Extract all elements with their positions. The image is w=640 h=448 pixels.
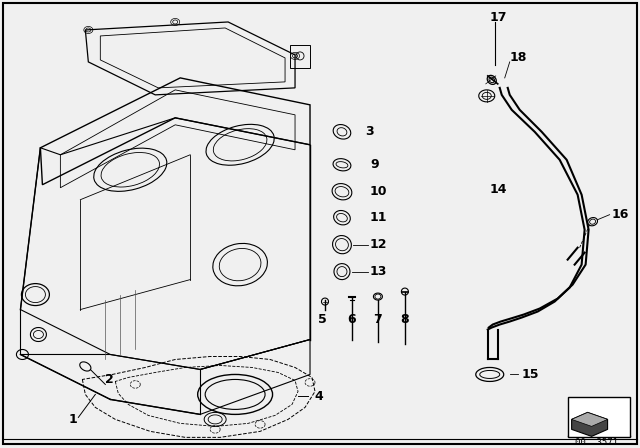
Text: 9: 9 <box>370 158 378 171</box>
Text: 8: 8 <box>401 313 409 326</box>
Text: 12: 12 <box>370 238 387 251</box>
Text: 1: 1 <box>68 413 77 426</box>
Text: 7: 7 <box>374 313 382 326</box>
Text: 15: 15 <box>522 368 540 381</box>
Text: 17: 17 <box>490 12 508 25</box>
Polygon shape <box>572 413 607 426</box>
Text: 6: 6 <box>348 313 356 326</box>
Text: 10: 10 <box>370 185 387 198</box>
Text: 2: 2 <box>106 373 114 386</box>
Text: 3: 3 <box>365 125 374 138</box>
Polygon shape <box>572 413 607 436</box>
Text: 5: 5 <box>317 313 326 326</box>
Text: 16: 16 <box>612 208 629 221</box>
Text: 11: 11 <box>370 211 387 224</box>
Text: 14: 14 <box>490 183 508 196</box>
Bar <box>568 397 630 437</box>
Text: 18: 18 <box>509 52 527 65</box>
Text: 00  3571: 00 3571 <box>575 438 618 447</box>
Text: 4: 4 <box>314 390 323 403</box>
Text: 13: 13 <box>370 265 387 278</box>
